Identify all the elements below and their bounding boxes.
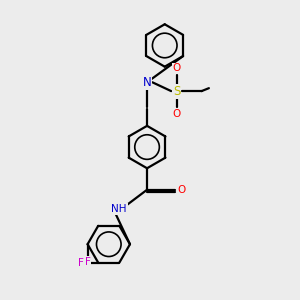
Text: NH: NH: [111, 204, 127, 214]
Text: O: O: [172, 109, 181, 119]
Text: O: O: [172, 63, 181, 74]
Text: S: S: [173, 85, 180, 98]
Text: N: N: [143, 76, 152, 89]
Text: O: O: [177, 185, 186, 195]
Text: F: F: [78, 258, 83, 268]
Text: F: F: [85, 257, 91, 267]
